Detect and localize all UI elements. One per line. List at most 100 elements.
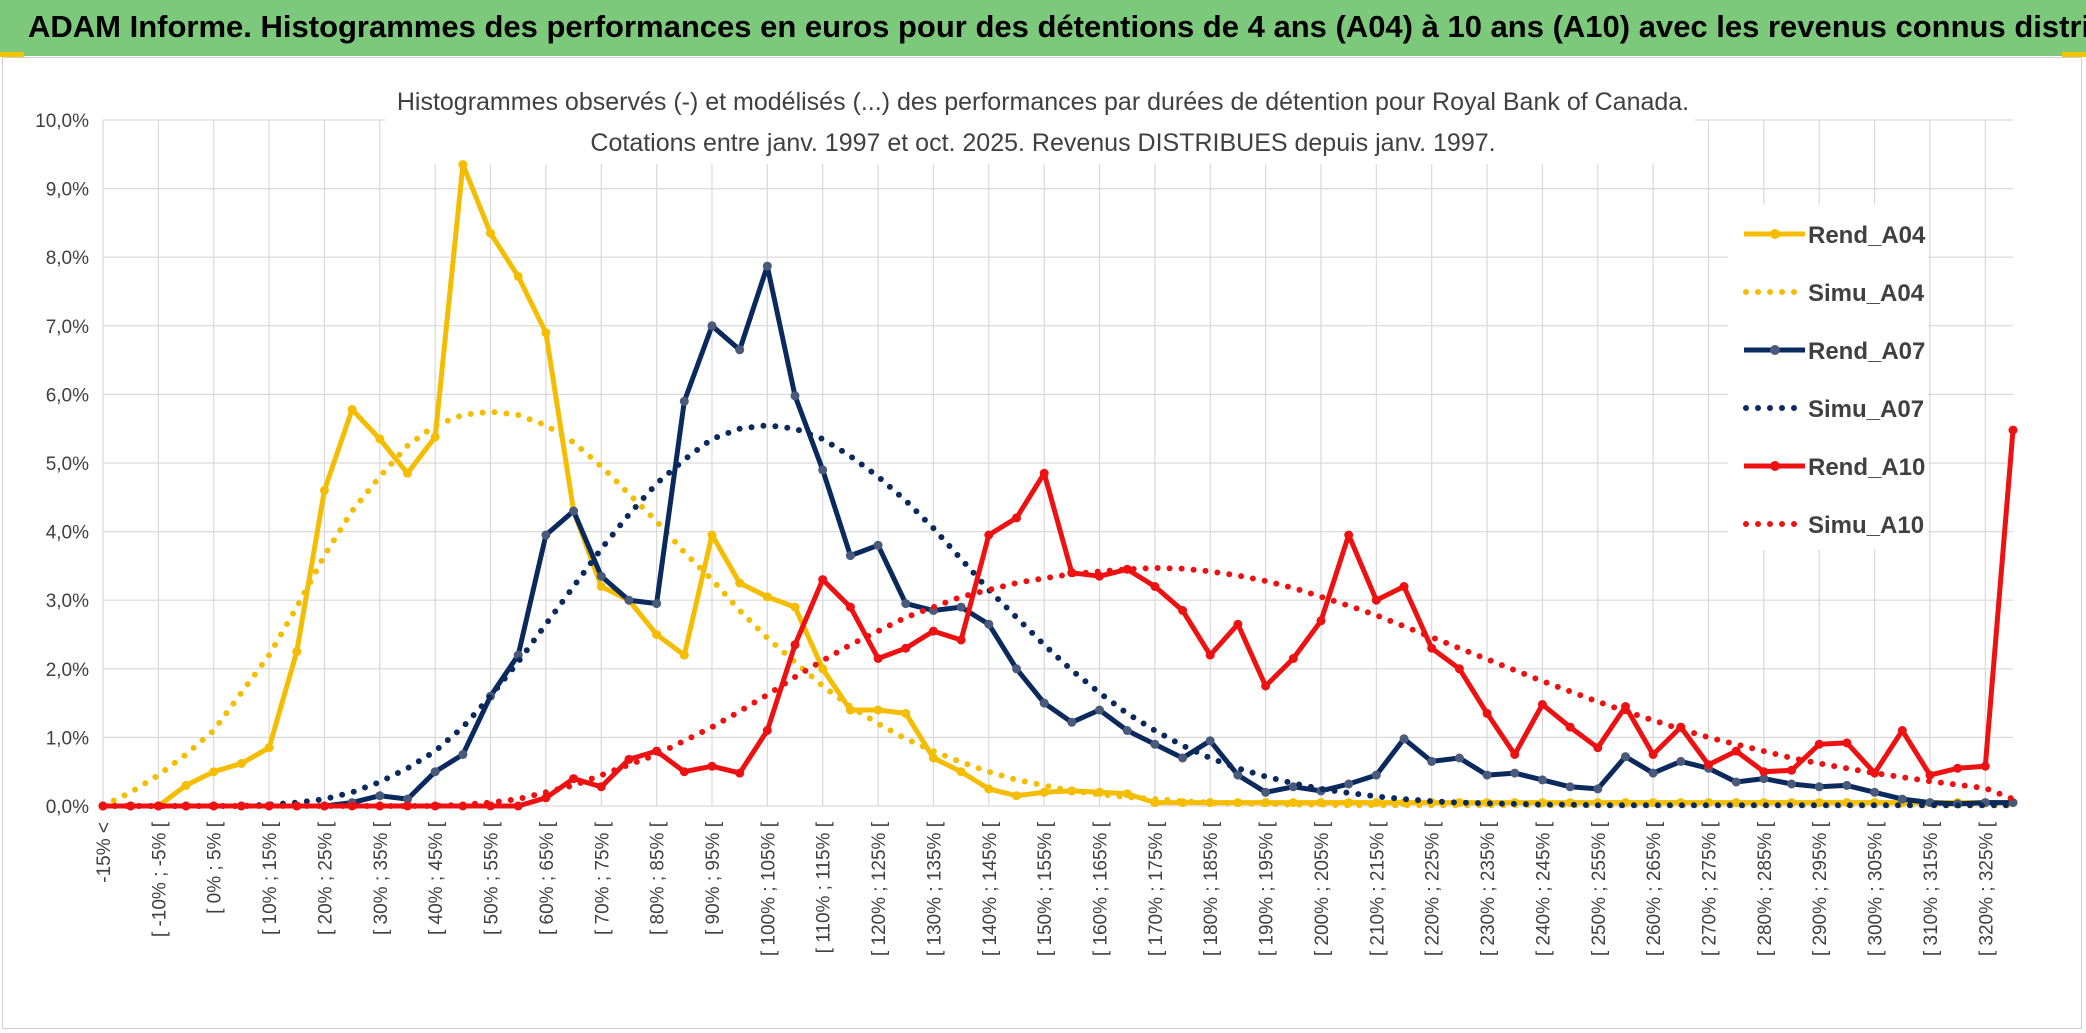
- data-point: [596, 571, 606, 581]
- data-point: [1261, 787, 1271, 797]
- data-point: [984, 619, 994, 629]
- data-point: [984, 784, 994, 794]
- data-point: [1648, 750, 1658, 759]
- data-point: [375, 791, 385, 801]
- data-point: [873, 540, 883, 550]
- data-point: [762, 261, 772, 271]
- data-point: [984, 530, 994, 540]
- data-point: [679, 767, 689, 777]
- series-line-rend-a07: [103, 263, 2013, 809]
- legend-label: Simu_A07: [1808, 396, 1924, 423]
- data-point: [1122, 726, 1132, 735]
- y-tick-label: 4,0%: [46, 523, 89, 544]
- data-point: [236, 759, 246, 768]
- data-point: [1593, 784, 1603, 794]
- data-point: [1953, 763, 1963, 773]
- data-point: [1399, 582, 1409, 591]
- data-point: [1787, 779, 1797, 789]
- data-point: [1980, 761, 1990, 771]
- data-point: [735, 768, 745, 778]
- x-tick-label: [ 60% ; 65% [: [537, 821, 558, 935]
- legend-label: Simu_A04: [1808, 280, 1925, 307]
- data-point: [652, 599, 662, 609]
- x-tick-label: [ 170% ; 175% [: [1146, 821, 1167, 956]
- data-point: [403, 794, 412, 804]
- data-point: [956, 635, 966, 645]
- x-tick-label: [ 130% ; 135% [: [924, 821, 945, 956]
- data-point: [319, 801, 329, 811]
- data-point: [596, 582, 606, 591]
- data-point: [569, 506, 579, 516]
- x-tick-label: [ 180% ; 185% [: [1201, 821, 1222, 956]
- data-point: [1814, 782, 1824, 792]
- data-point: [1178, 753, 1188, 763]
- data-point: [1316, 616, 1326, 626]
- data-point: [818, 465, 828, 475]
- y-tick-label: 2,0%: [46, 660, 89, 681]
- data-point: [430, 432, 440, 442]
- x-tick-label: [ 280% ; 285% [: [1755, 821, 1776, 956]
- data-point: [956, 602, 966, 612]
- data-point: [236, 801, 246, 811]
- legend-marker: [1770, 345, 1780, 355]
- data-point: [790, 640, 800, 650]
- x-tick-label: [ 290% ; 295% [: [1810, 821, 1831, 956]
- data-point: [541, 328, 551, 338]
- data-point: [1704, 760, 1713, 770]
- data-point: [956, 767, 966, 777]
- data-point: [1039, 468, 1049, 478]
- data-point: [1897, 726, 1907, 735]
- x-tick-label: [ 300% ; 305% [: [1866, 821, 1887, 956]
- data-point: [1621, 702, 1630, 711]
- data-point: [1344, 779, 1354, 789]
- data-point: [1565, 782, 1575, 792]
- data-point: [1842, 738, 1852, 748]
- x-tick-label: -15% <: [94, 822, 115, 883]
- data-point: [209, 767, 219, 777]
- y-tick-label: 5,0%: [46, 454, 89, 475]
- x-tick-label: [ 150% ; 155% [: [1035, 821, 1056, 956]
- legend-label: Rend_A07: [1808, 338, 1925, 365]
- data-point: [1122, 564, 1132, 574]
- data-point: [1039, 787, 1049, 797]
- legend-background: [1728, 205, 1928, 550]
- data-point: [1787, 765, 1797, 775]
- data-point: [873, 654, 883, 663]
- data-point: [181, 780, 191, 790]
- legend-label: Rend_A04: [1808, 222, 1926, 249]
- data-point: [486, 228, 495, 238]
- data-point: [818, 664, 828, 674]
- data-point: [1012, 664, 1021, 674]
- data-point: [1731, 746, 1741, 756]
- data-point: [707, 761, 717, 771]
- x-tick-label: [ 90% ; 95% [: [703, 821, 724, 935]
- chart-frame: [2, 57, 2082, 1029]
- data-point: [403, 801, 412, 811]
- data-point: [541, 793, 551, 803]
- chart-title-line-1: Histogrammes observés (-) et modélisés (…: [397, 88, 1689, 116]
- x-axis-ticks: -15% < [ -10% ; -5% [[ 0% ; 5% [[ 10% ; 1…: [94, 821, 1997, 956]
- data-point: [1842, 780, 1852, 790]
- title-banner: ADAM Informe. Histogrammes des performan…: [0, 0, 2086, 56]
- data-point: [1537, 700, 1547, 709]
- data-point: [845, 602, 855, 612]
- data-point: [1288, 782, 1298, 792]
- legend-marker: [1770, 461, 1780, 471]
- chart-title-background: [385, 80, 1695, 164]
- legend-marker: [1770, 229, 1780, 239]
- data-point: [513, 271, 523, 281]
- data-point: [1399, 734, 1409, 744]
- data-point: [430, 767, 440, 777]
- y-tick-label: 0,0%: [46, 797, 89, 818]
- data-point: [1870, 768, 1880, 778]
- data-point: [1454, 664, 1464, 674]
- data-point: [1537, 775, 1547, 785]
- data-point: [1621, 752, 1630, 762]
- y-tick-label: 3,0%: [46, 591, 89, 612]
- data-point: [1427, 756, 1437, 766]
- data-point: [1205, 650, 1215, 660]
- x-tick-label: [ 40% ; 45% [: [426, 821, 447, 935]
- legend: Rend_A04 Simu_A04 Rend_A07 Simu_A07 Rend_A10…: [1728, 205, 1928, 550]
- data-point: [1371, 595, 1381, 605]
